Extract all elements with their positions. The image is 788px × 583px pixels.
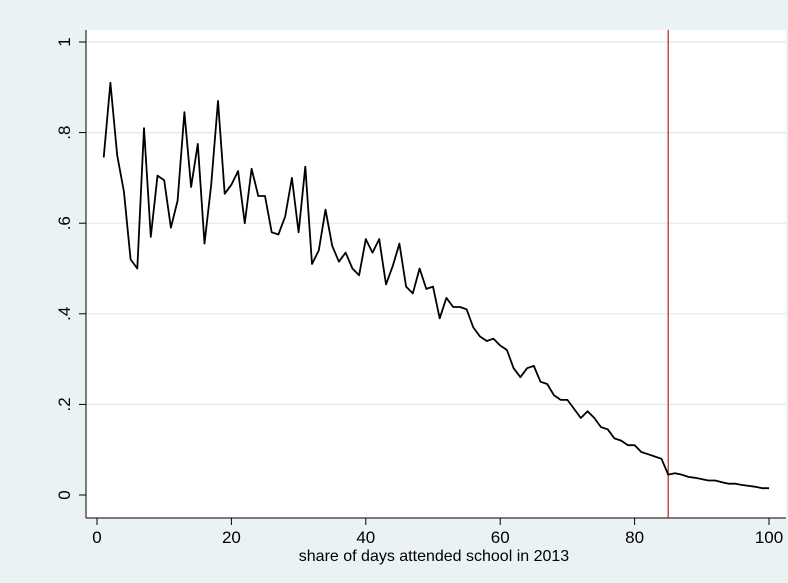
axes: 0 .2 .4 .6 .8 1 0 20 40 60 80 100 [55,30,786,547]
x-tick-label: 100 [755,528,783,547]
x-axis-title: share of days attended school in 2013 [299,548,570,565]
plot-background [86,30,786,518]
x-tick-label: 80 [625,528,644,547]
x-tick-label: 0 [92,528,101,547]
y-tick-label: 0 [55,490,74,499]
x-tick-label: 60 [491,528,510,547]
y-tick-label: .4 [55,307,74,321]
y-tick-label: .6 [55,216,74,230]
series-layer [102,81,769,490]
x-tick-label: 20 [222,528,241,547]
y-tick-label: 1 [55,37,74,46]
series-line [102,81,769,490]
y-tick-label: .8 [55,126,74,140]
x-tick-label: 40 [356,528,375,547]
y-tick-label: .2 [55,397,74,411]
